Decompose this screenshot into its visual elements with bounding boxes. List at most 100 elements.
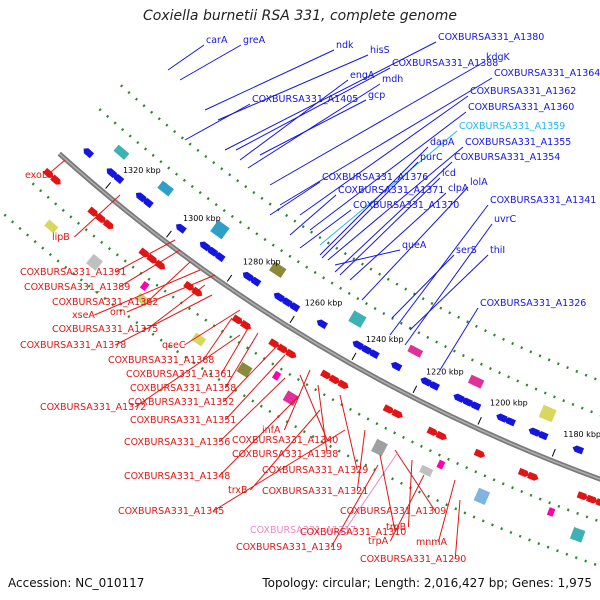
forward-gene-9-shape <box>537 431 549 441</box>
label-fwd-21: lolA <box>470 177 488 188</box>
forward-gene-12 <box>496 413 508 423</box>
label-fwd-30: COXBURSA331_A1326 <box>480 298 586 309</box>
leader-rev-25 <box>394 449 436 512</box>
reverse-block-90 <box>191 332 207 347</box>
leader-rev-21 <box>339 394 358 471</box>
label-rev-9: qseC <box>162 340 186 351</box>
leader-rev-8 <box>114 294 213 346</box>
reverse-block-84 <box>569 526 586 543</box>
forward-gene-17-shape <box>420 377 432 387</box>
reverse-gene-67 <box>285 348 297 359</box>
leader-rev-29 <box>389 474 425 542</box>
label-fwd-15: dapA <box>430 137 455 148</box>
reverse-gene-68 <box>276 343 288 354</box>
reverse-block-88-shape <box>282 390 299 406</box>
label-rev-20: COXBURSA331_A1348 <box>124 471 230 482</box>
leader-fwd-10 <box>259 99 367 156</box>
label-fwd-12: COXBURSA331_A1362 <box>470 86 576 97</box>
label-rev-8: COXBURSA331_A1378 <box>20 340 126 351</box>
label-rev-13: COXBURSA331_A1372 <box>40 402 146 413</box>
leader-fwd-26 <box>404 223 493 346</box>
forward-gene-19-shape <box>368 349 380 360</box>
pink-marker-95-shape <box>546 507 556 517</box>
label-rev-16: infA <box>262 425 281 436</box>
reverse-block-89-shape <box>236 361 253 378</box>
label-rev-19: COXBURSA331_A1338 <box>232 449 338 460</box>
label-fwd-3: hisS <box>370 45 390 56</box>
tick-label-7: 1180 kbp <box>563 430 600 439</box>
leader-rev-10 <box>202 317 233 361</box>
reverse-block-84-shape <box>569 526 586 543</box>
leader-rev-22 <box>250 409 321 491</box>
forward-gene-26-shape <box>250 277 262 287</box>
forward-gene-29-shape <box>207 246 219 257</box>
reverse-gene-56 <box>576 491 589 501</box>
tick-6 <box>477 417 482 425</box>
tick-5 <box>412 385 418 394</box>
forward-gene-18 <box>391 361 403 372</box>
reverse-gene-61-shape <box>426 426 438 436</box>
leader-rev-26 <box>407 459 413 528</box>
reverse-gene-81-shape <box>42 167 54 178</box>
label-fwd-14: COXBURSA331_A1359 <box>459 121 565 132</box>
label-rev-21: COXBURSA331_A1329 <box>262 465 368 476</box>
label-fwd-24: COXBURSA331_A1370 <box>353 200 459 211</box>
leader-rev-19 <box>317 384 328 455</box>
leader-fwd-30 <box>439 307 479 371</box>
reverse-gene-65-shape <box>328 374 340 385</box>
tick-7 <box>551 448 556 457</box>
forward-gene-30-shape <box>199 241 211 252</box>
forward-gene-30 <box>199 241 211 252</box>
reverse-gene-79-shape <box>87 206 98 217</box>
reverse-gene-68-shape <box>276 343 288 354</box>
leader-fwd-21 <box>361 186 469 301</box>
forward-gene-13-shape <box>469 401 482 411</box>
backbone-arcs <box>3 84 600 568</box>
forward-gene-31 <box>176 223 187 234</box>
tick-label-5: 1220 kbp <box>426 368 464 377</box>
reverse-gene-63 <box>382 404 394 414</box>
tick-label-4: 1240 kbp <box>366 335 404 344</box>
forward-gene-16-shape <box>428 381 440 391</box>
leader-rev-28 <box>379 454 396 533</box>
label-rev-27: COXBURSA331_A1317 <box>250 525 356 536</box>
label-rev-23: COXBURSA331_A1321 <box>262 486 368 497</box>
label-fwd-11: COXBURSA331_A1405 <box>252 94 358 105</box>
leader-fwd-7 <box>247 83 381 169</box>
label-fwd-16: COXBURSA331_A1355 <box>465 137 571 148</box>
pink-marker-98-shape <box>139 280 150 291</box>
reverse-gene-54-shape <box>595 498 600 507</box>
forward-gene-22-shape <box>316 319 328 330</box>
track-dots-1 <box>98 108 600 417</box>
label-rev-30: COXBURSA331_A1319 <box>236 542 342 553</box>
label-fwd-20: icd <box>442 168 456 179</box>
forward-gene-17 <box>420 377 432 387</box>
forward-gene-24 <box>281 297 293 308</box>
leader-rev-14 <box>222 344 279 403</box>
forward-block-41-shape <box>467 374 485 389</box>
forward-block-45 <box>210 220 230 240</box>
label-rev-7: COXBURSA331_A1375 <box>52 324 158 335</box>
leader-rev-13 <box>134 334 241 408</box>
forward-gene-15 <box>453 393 465 403</box>
label-rev-17: COXBURSA331_A1340 <box>232 435 338 446</box>
tick-label-3: 1260 kbp <box>305 299 343 308</box>
forward-gene-33-shape <box>135 192 147 203</box>
label-rev-1: lipB <box>52 232 70 243</box>
forward-gene-32-shape <box>143 198 154 209</box>
leader-rev-20 <box>218 394 301 477</box>
reverse-block-86 <box>419 464 434 477</box>
pink-marker-96-shape <box>436 459 446 470</box>
forward-block-46 <box>157 180 174 197</box>
leader-fwd-14 <box>319 130 458 246</box>
reverse-gene-60-shape <box>435 430 447 441</box>
label-rev-22: trxB <box>228 485 248 496</box>
leader-fwd-27 <box>334 249 401 266</box>
reverse-gene-55 <box>586 494 598 504</box>
reverse-gene-74-shape <box>154 259 166 270</box>
forward-block-42 <box>407 344 424 358</box>
leader-fwd-24 <box>299 209 352 249</box>
leader-fwd-1 <box>179 44 242 81</box>
tick-2 <box>226 274 233 282</box>
